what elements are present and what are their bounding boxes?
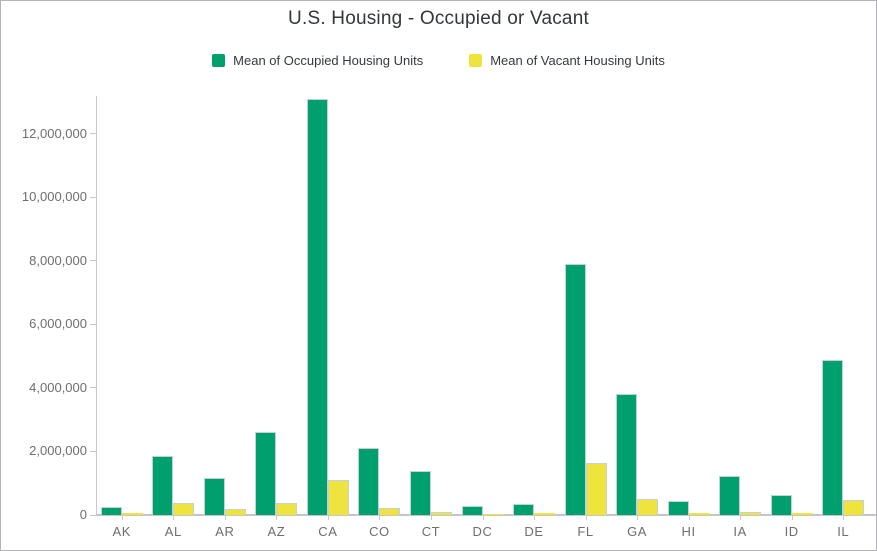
bar-occupied-il (822, 360, 844, 515)
legend-item-vacant[interactable]: Mean of Vacant Housing Units (469, 53, 665, 68)
x-axis-tick (534, 515, 536, 520)
x-axis-label-il: IL (837, 524, 850, 539)
bar-vacant-fl (585, 463, 607, 515)
x-axis-label-id: ID (784, 524, 799, 539)
legend: Mean of Occupied Housing Units Mean of V… (1, 53, 876, 68)
x-axis-label-ar: AR (215, 524, 235, 539)
y-axis-tick (90, 323, 96, 325)
y-axis-label: 10,000,000 (21, 189, 87, 205)
x-axis-tick (688, 515, 690, 520)
bar-vacant-hi (688, 513, 710, 515)
bar-occupied-fl (564, 264, 586, 515)
x-axis-label-de: DE (524, 524, 544, 539)
legend-label-occupied: Mean of Occupied Housing Units (233, 53, 424, 68)
y-axis-label: 8,000,000 (29, 252, 87, 268)
x-axis-tick (585, 515, 587, 520)
x-axis-label-co: CO (369, 524, 390, 539)
bar-vacant-ct (430, 512, 452, 515)
x-axis-tick (276, 515, 278, 520)
x-axis-label-fl: FL (577, 524, 594, 539)
x-axis-tick (173, 515, 175, 520)
x-axis-label-ia: IA (733, 524, 747, 539)
bar-occupied-co (358, 448, 380, 515)
bar-vacant-de (534, 513, 556, 515)
bar-occupied-id (770, 495, 792, 515)
bar-occupied-al (152, 456, 174, 515)
bar-occupied-dc (461, 506, 483, 515)
x-axis-label-al: AL (164, 524, 182, 539)
x-axis-tick (224, 515, 226, 520)
x-axis-tick (740, 515, 742, 520)
bar-vacant-al (173, 503, 195, 515)
x-axis-tick (327, 515, 329, 520)
y-axis-line (96, 96, 97, 515)
y-axis-tick (90, 450, 96, 452)
x-axis-label-hi: HI (681, 524, 696, 539)
bar-vacant-ga (637, 499, 659, 515)
chart-title: U.S. Housing - Occupied or Vacant (288, 8, 589, 29)
x-axis-tick (430, 515, 432, 520)
x-axis-label-ct: CT (421, 524, 441, 539)
bar-occupied-az (255, 432, 277, 515)
x-axis-tick (637, 515, 639, 520)
bar-vacant-id (791, 513, 813, 515)
x-axis-label-ak: AK (112, 524, 132, 539)
bar-occupied-ar (203, 478, 225, 515)
x-axis-tick (379, 515, 381, 520)
x-axis-tick (121, 515, 123, 520)
x-axis-tick (843, 515, 845, 520)
vacant-series-swatch (469, 54, 483, 67)
y-axis-tick (90, 133, 96, 134)
bar-vacant-ak (121, 513, 143, 515)
y-axis-tick (90, 260, 96, 262)
x-axis-tick (791, 515, 793, 520)
bar-occupied-ct (409, 471, 431, 515)
bar-occupied-de (513, 504, 535, 515)
y-axis-label: 12,000,000 (21, 125, 87, 141)
x-axis-tick (482, 515, 484, 520)
x-axis-label-az: AZ (267, 524, 286, 539)
legend-item-occupied[interactable]: Mean of Occupied Housing Units (212, 53, 423, 68)
bar-occupied-ca (306, 99, 328, 515)
x-axis-label-ca: CA (318, 524, 338, 539)
bar-vacant-dc (482, 514, 504, 515)
x-axis-label-ga: GA (627, 524, 648, 539)
bar-vacant-co (379, 508, 401, 515)
y-axis-tick (90, 514, 96, 516)
y-axis-label: 6,000,000 (29, 316, 87, 332)
bar-vacant-ca (327, 480, 349, 515)
bar-vacant-il (843, 500, 865, 515)
bar-vacant-ia (740, 512, 762, 515)
bar-occupied-ak (100, 507, 122, 515)
y-axis-label: 2,000,000 (29, 443, 87, 459)
x-axis-label-dc: DC (472, 524, 493, 539)
x-axis-line (96, 514, 876, 516)
y-axis-tick (90, 387, 96, 389)
y-axis-label: 4,000,000 (29, 379, 87, 395)
bar-occupied-ia (719, 476, 741, 515)
y-axis-label: 0 (79, 507, 87, 522)
bar-vacant-az (276, 503, 298, 515)
bar-occupied-ga (616, 394, 638, 515)
bar-occupied-hi (667, 501, 689, 515)
occupied-series-swatch (212, 54, 226, 67)
bar-vacant-ar (224, 509, 246, 515)
y-axis-tick (90, 196, 96, 198)
legend-label-vacant: Mean of Vacant Housing Units (490, 53, 665, 68)
